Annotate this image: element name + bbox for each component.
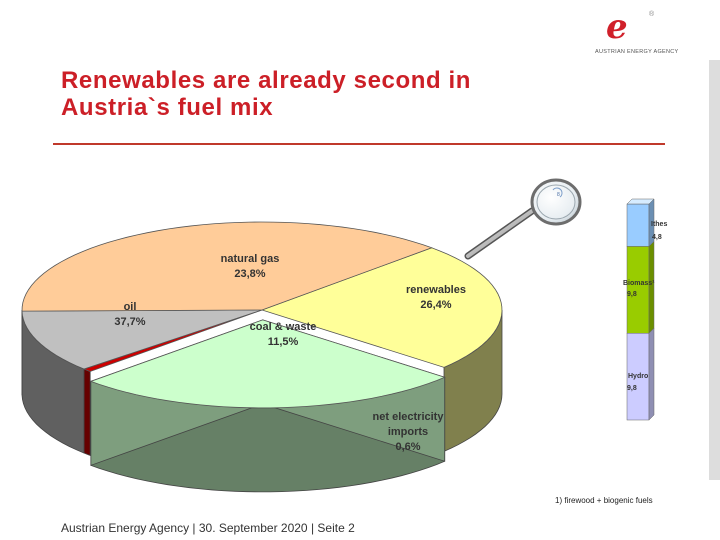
title-line-2: Austria`s fuel mix <box>61 94 274 121</box>
pie-slice-renewables <box>89 319 446 409</box>
stacked-bar <box>626 198 655 421</box>
slice-label-imports-line1: net electricity <box>373 411 445 423</box>
slice-value-oil: 37,7% <box>114 316 145 328</box>
page-title: Renewables are already second in Austria… <box>61 67 581 121</box>
slide-edge-bar <box>709 60 720 480</box>
bar-value-others: 4,8 <box>652 234 662 241</box>
bar-label-biomass: Biomass¹ <box>623 280 655 287</box>
logo-registered: ® <box>649 11 655 18</box>
slice-label-oil: oil <box>124 301 137 313</box>
pie-slice-oil <box>21 221 433 312</box>
bar-value-biomass: 9,8 <box>627 291 637 298</box>
footnote: 1) firewood + biogenic fuels <box>555 496 653 505</box>
logo-mark: e <box>606 7 628 47</box>
pie-chart <box>21 221 503 493</box>
slice-value-imports: 0,6% <box>395 441 420 453</box>
svg-text:8: 8 <box>557 192 560 198</box>
slice-value-natural-gas: 23,8% <box>234 268 265 280</box>
slice-value-renewables: 26,4% <box>420 299 451 311</box>
title-divider <box>53 143 665 145</box>
magnifying-glass-icon: 8 <box>464 178 582 260</box>
slice-label-renewables: renewables <box>406 284 466 296</box>
bar-value-hydro: 9,8 <box>627 385 637 392</box>
bar-side-hydro <box>648 327 655 421</box>
slice-label-imports-line2: imports <box>388 426 428 438</box>
bar-side-biomass <box>648 240 655 334</box>
bar-label-hydro: Hydro <box>628 373 648 380</box>
slice-value-coal-waste: 11,5% <box>268 336 299 348</box>
logo-text: AUSTRIAN ENERGY AGENCY <box>595 49 679 55</box>
title-line-1: Renewables are already second in <box>61 67 472 94</box>
bar-label-others: Ithes <box>651 221 667 228</box>
logo: e ® AUSTRIAN ENERGY AGENCY <box>592 7 678 58</box>
slice-label-natural-gas: natural gas <box>221 253 280 265</box>
pie-slice-natural-gas <box>260 247 503 368</box>
bar-segment-ithes <box>626 203 650 247</box>
bar-top-cap <box>626 198 655 205</box>
stacked-bar-labels: Ithes 4,8 Biomass¹ 9,8 Hydro 9,8 <box>623 221 667 392</box>
bar-segment-biomass <box>626 246 650 334</box>
pie-side-net-electricity-imports <box>83 368 91 457</box>
slice-label-coal-waste: coal & waste <box>250 321 317 333</box>
footer: Austrian Energy Agency | 30. September 2… <box>61 521 355 535</box>
pie-tops <box>21 221 503 409</box>
pie-slice-coal-waste <box>21 309 263 370</box>
